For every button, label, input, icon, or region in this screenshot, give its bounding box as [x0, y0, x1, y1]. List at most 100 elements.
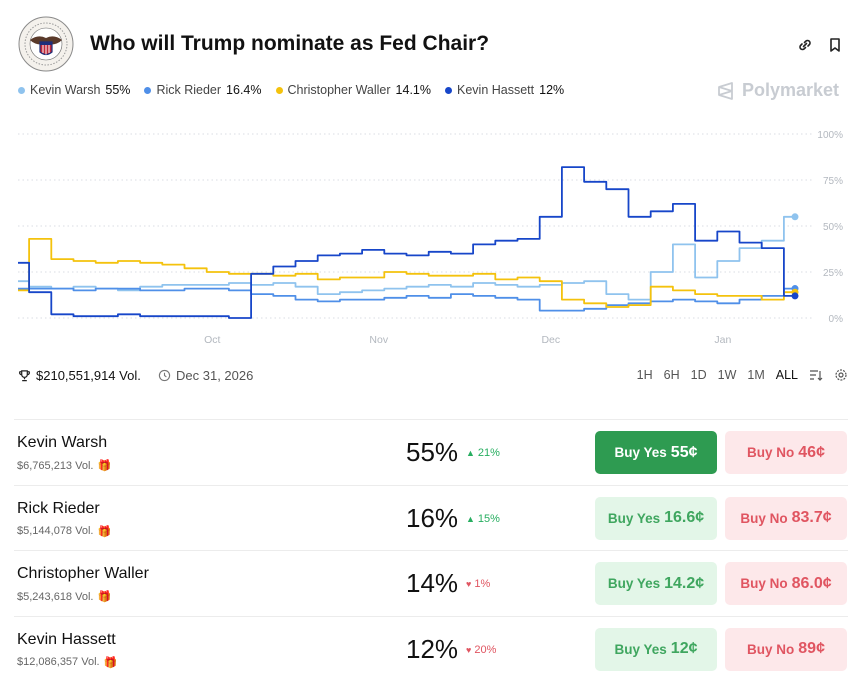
outcome-volume: $5,243,618 Vol. 🎁: [17, 590, 112, 604]
outcome-name: Kevin Warsh: [17, 434, 108, 451]
buy-yes-button[interactable]: Buy Yes 12¢: [595, 627, 717, 671]
legend-item: Kevin Warsh 55%: [18, 83, 130, 97]
outcome-probability: 12%: [406, 633, 459, 664]
legend-item: Rick Rieder 16.4%: [144, 83, 262, 97]
outcome-change: ▲ 21%: [466, 447, 500, 459]
legend-pct: 14.1%: [395, 83, 431, 97]
y-tick-label: 50%: [823, 222, 843, 233]
outcome-change: ▲ 15%: [466, 513, 500, 525]
buy-no-button[interactable]: Buy No 86.0¢: [725, 562, 847, 605]
change-value: 15%: [477, 512, 500, 525]
change-value: 20%: [474, 643, 497, 656]
buy-yes-label: Buy Yes: [607, 510, 661, 526]
outcome-name: Christopher Waller: [17, 565, 149, 582]
legend-dot: [445, 86, 452, 94]
range-1h[interactable]: 1H: [636, 368, 653, 382]
buy-no-label: Buy No: [747, 445, 795, 460]
clock-icon: [158, 369, 171, 382]
buy-yes-price: 12¢: [670, 640, 698, 657]
outcome-volume-text: $5,144,078 Vol.: [17, 525, 94, 537]
link-icon[interactable]: [796, 36, 814, 54]
legend-dot: [275, 86, 283, 94]
buy-no-label: Buy No: [740, 510, 788, 526]
buy-yes-price: 16.6¢: [664, 509, 705, 526]
trophy-icon: [19, 370, 30, 382]
gift-icon: 🎁: [97, 525, 112, 538]
legend-dot: [144, 86, 152, 94]
gift-icon: 🎁: [103, 656, 118, 669]
buy-yes-price: 55¢: [670, 443, 698, 461]
legend-name: Kevin Hassett: [457, 83, 535, 97]
range-1m[interactable]: 1M: [747, 368, 765, 382]
x-tick-label: Dec: [541, 334, 560, 346]
series-line-kevin-hassett: [18, 166, 795, 319]
outcome-name: Kevin Hassett: [17, 630, 116, 648]
range-all[interactable]: ALL: [775, 368, 798, 382]
gift-icon: 🎁: [97, 460, 112, 472]
outcome-probability: 14%: [406, 568, 459, 598]
brand-name: Polymarket: [741, 80, 839, 100]
buy-no-label: Buy No: [747, 641, 795, 657]
bookmark-icon[interactable]: [826, 36, 844, 54]
outcome-volume: $5,144,078 Vol. 🎁: [17, 525, 111, 538]
outcome-list: Kevin Warsh $6,765,213 Vol. 🎁 55% ▲ 21% Bu…: [14, 419, 848, 679]
buy-yes-button[interactable]: Buy Yes 16.6¢: [595, 496, 717, 540]
outcome-row-kevin-hassett[interactable]: Kevin Hassett $12,086,357 Vol. 🎁 12% ♥ 20%…: [14, 615, 848, 679]
y-tick-label: 25%: [823, 268, 843, 279]
outcome-probability: 16%: [406, 502, 459, 533]
legend-dot: [18, 86, 25, 94]
legend-pct: 12%: [539, 83, 565, 97]
trend-up-icon: ▲: [466, 448, 475, 458]
change-value: 1%: [474, 578, 491, 590]
buy-no-price: 89¢: [798, 640, 825, 657]
buy-no-button[interactable]: Buy No 83.7¢: [725, 496, 847, 540]
end-date-text: Dec 31, 2026: [176, 368, 254, 383]
range-1d[interactable]: 1D: [690, 368, 707, 382]
legend-pct: 55%: [105, 83, 131, 97]
sort-filter-icon[interactable]: [809, 368, 823, 382]
trend-up-icon: ▲: [466, 513, 475, 524]
outcome-row-kevin-warsh[interactable]: Kevin Warsh $6,765,213 Vol. 🎁 55% ▲ 21% Bu…: [14, 419, 848, 485]
change-value: 21%: [477, 447, 500, 459]
polymarket-logo-icon: [718, 81, 733, 100]
buy-no-button[interactable]: Buy No 89¢: [725, 627, 847, 671]
legend-item: Christopher Waller 14.1%: [275, 83, 431, 97]
y-tick-label: 0%: [829, 314, 844, 325]
outcome-row-christopher-waller[interactable]: Christopher Waller $5,243,618 Vol. 🎁 14% …: [14, 550, 848, 616]
legend-name: Kevin Warsh: [30, 83, 101, 97]
x-tick-label: Oct: [204, 334, 220, 346]
buy-no-price: 86.0¢: [791, 574, 832, 592]
market-info-bar: $210,551,914 Vol. Dec 31, 2026 1H 6H 1D …: [18, 368, 848, 388]
buy-yes-button[interactable]: Buy Yes 14.2¢: [595, 562, 717, 605]
gift-icon: 🎁: [97, 591, 112, 603]
market-title: Who will Trump nominate as Fed Chair?: [90, 32, 490, 55]
series-endpoint-kevin-warsh: [791, 213, 799, 221]
x-tick-label: Nov: [369, 334, 388, 346]
outcome-row-rick-rieder[interactable]: Rick Rieder $5,144,078 Vol. 🎁 16% ▲ 15% Bu…: [14, 484, 848, 551]
outcome-name: Rick Rieder: [17, 499, 100, 517]
time-range-selector: 1H 6H 1D 1W 1M ALL: [637, 368, 848, 382]
buy-no-price: 46¢: [798, 443, 825, 461]
legend-pct: 16.4%: [226, 83, 262, 97]
polymarket-brand: Polymarket: [716, 80, 839, 101]
buy-yes-price: 14.2¢: [664, 574, 705, 592]
legend-name: Rick Rieder: [156, 83, 222, 97]
series-endpoint-kevin-hassett: [791, 292, 799, 300]
outcome-volume: $6,765,213 Vol. 🎁: [17, 459, 112, 473]
range-6h[interactable]: 6H: [663, 368, 680, 382]
outcome-change: ♥ 20%: [466, 644, 496, 656]
outcome-volume-text: $6,765,213 Vol.: [17, 459, 94, 472]
series-line-christopher-waller: [18, 238, 795, 308]
outcome-probability: 55%: [406, 437, 459, 467]
legend-name: Christopher Waller: [287, 83, 391, 97]
buy-yes-button[interactable]: Buy Yes 55¢: [595, 431, 717, 474]
buy-yes-label: Buy Yes: [614, 445, 667, 460]
buy-no-button[interactable]: Buy No 46¢: [725, 431, 847, 474]
range-1w[interactable]: 1W: [717, 368, 737, 382]
settings-gear-icon[interactable]: [834, 368, 848, 382]
total-volume: $210,551,914 Vol.: [18, 368, 141, 383]
end-date: Dec 31, 2026: [158, 368, 253, 383]
price-history-chart[interactable]: 0% 25% 50% 75% 100% Oct Nov Dec Jan: [0, 120, 863, 350]
outcome-volume-text: $12,086,357 Vol.: [17, 656, 100, 668]
outcome-change: ♥ 1%: [466, 578, 490, 590]
